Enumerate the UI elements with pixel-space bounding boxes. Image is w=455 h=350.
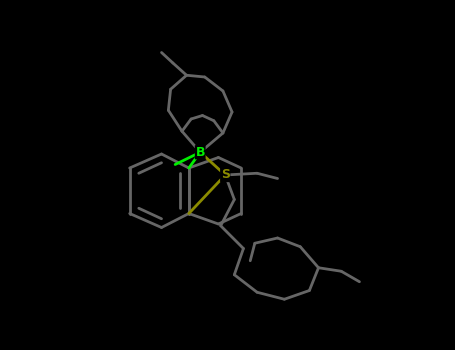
Text: B: B [196,146,205,159]
Text: S: S [221,168,230,182]
